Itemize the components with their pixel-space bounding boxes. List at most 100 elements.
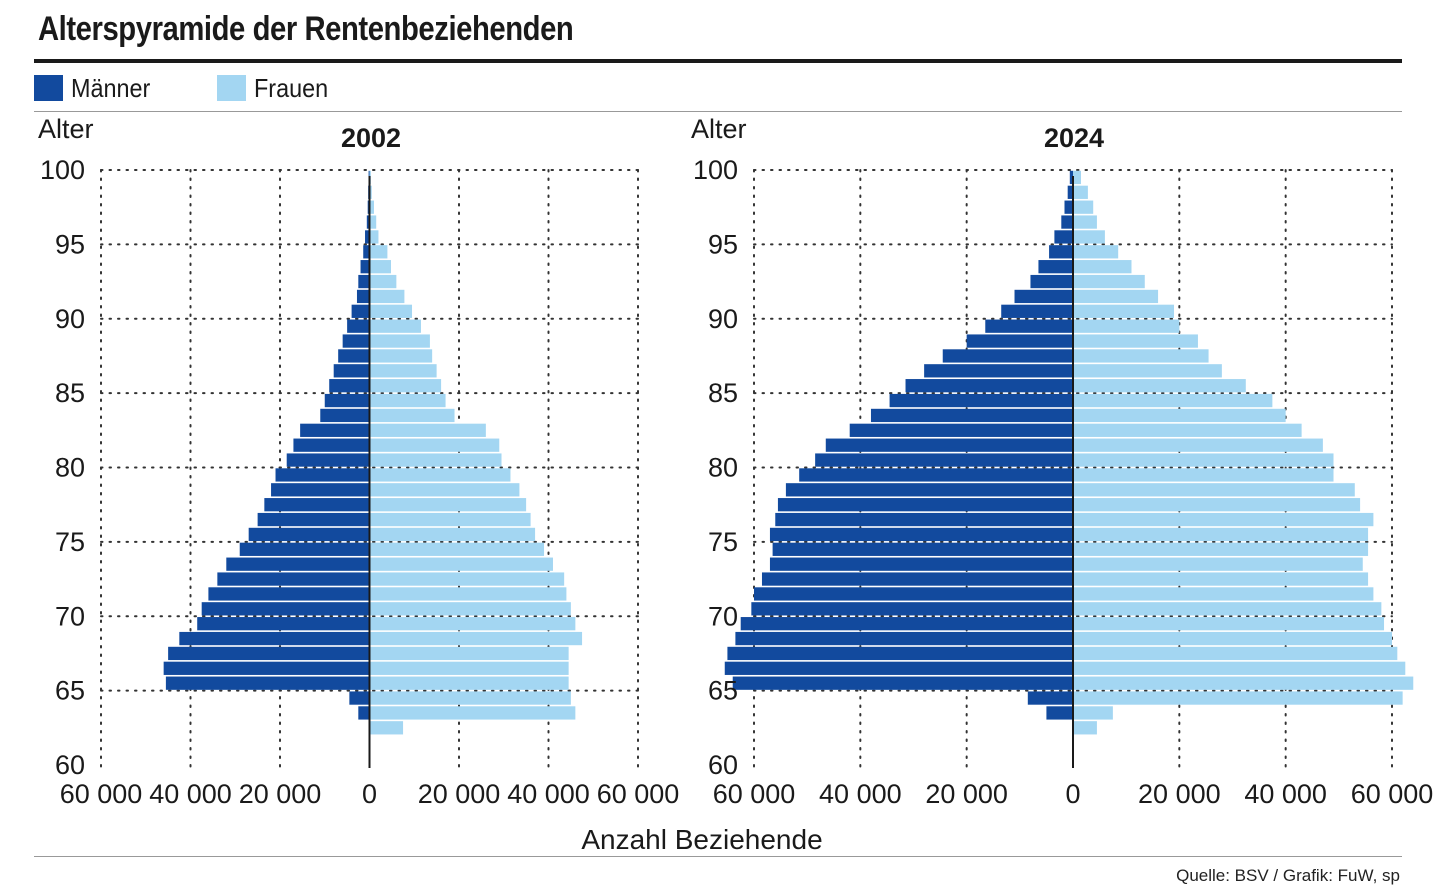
bar-frauen-2024-64 bbox=[1073, 691, 1403, 705]
bar-frauen-2002-63 bbox=[369, 706, 576, 720]
bar-maenner-2024-77 bbox=[777, 498, 1073, 512]
bar-maenner-2024-70 bbox=[751, 602, 1073, 616]
bar-frauen-2002-86 bbox=[369, 364, 437, 378]
x-tick-label-5: 40 000 bbox=[507, 779, 590, 809]
bar-maenner-2002-65 bbox=[165, 676, 370, 690]
legend-label-maenner: Männer bbox=[71, 72, 151, 103]
bar-frauen-2002-64 bbox=[369, 691, 571, 705]
bar-maenner-2024-91 bbox=[1014, 289, 1073, 304]
bar-maenner-2002-78 bbox=[271, 483, 370, 497]
bar-frauen-2002-71 bbox=[369, 587, 567, 601]
bar-frauen-2024-70 bbox=[1073, 602, 1382, 616]
bar-frauen-2024-94 bbox=[1073, 245, 1119, 259]
bar-frauen-2024-97 bbox=[1073, 200, 1094, 214]
bar-frauen-2002-65 bbox=[369, 676, 569, 690]
x-tick-label-2: 20 000 bbox=[925, 779, 1008, 809]
bar-maenner-2024-87 bbox=[942, 349, 1073, 363]
footer-rule bbox=[34, 856, 1402, 857]
bar-frauen-2024-77 bbox=[1073, 498, 1361, 512]
x-tick-label-4: 20 000 bbox=[1138, 779, 1221, 809]
bar-maenner-2024-71 bbox=[754, 587, 1073, 601]
bar-frauen-2024-85 bbox=[1073, 379, 1246, 393]
y-tick-label-65: 65 bbox=[708, 676, 738, 706]
bar-frauen-2002-98 bbox=[369, 185, 372, 199]
bar-frauen-2002-94 bbox=[369, 245, 388, 259]
bar-frauen-2002-82 bbox=[369, 423, 486, 437]
bar-frauen-2024-92 bbox=[1073, 274, 1145, 289]
bar-frauen-2024-67 bbox=[1073, 646, 1398, 661]
x-tick-label-1: 40 000 bbox=[819, 779, 902, 809]
bar-maenner-2024-67 bbox=[727, 646, 1073, 661]
bar-maenner-2002-71 bbox=[208, 587, 370, 601]
x-tick-label-0: 60 000 bbox=[60, 779, 143, 809]
bar-maenner-2024-81 bbox=[825, 438, 1073, 452]
y-tick-label-90: 90 bbox=[55, 304, 85, 334]
bar-maenner-2002-83 bbox=[320, 408, 370, 423]
bar-maenner-2024-86 bbox=[924, 364, 1073, 378]
bar-maenner-2002-75 bbox=[248, 527, 370, 542]
bar-maenner-2024-64 bbox=[1027, 691, 1073, 705]
bar-maenner-2002-67 bbox=[168, 646, 370, 661]
x-tick-label-6: 60 000 bbox=[1351, 779, 1434, 809]
y-tick-label-95: 95 bbox=[708, 229, 738, 259]
bar-frauen-2024-89 bbox=[1073, 319, 1180, 333]
bar-maenner-2024-74 bbox=[772, 542, 1073, 556]
bar-frauen-2002-93 bbox=[369, 260, 391, 274]
bar-maenner-2002-82 bbox=[300, 423, 370, 437]
bar-frauen-2024-98 bbox=[1073, 185, 1088, 199]
bar-maenner-2024-90 bbox=[1001, 304, 1073, 318]
bar-maenner-2002-84 bbox=[324, 393, 370, 408]
bar-maenner-2024-79 bbox=[799, 468, 1073, 482]
y-tick-label-100: 100 bbox=[40, 155, 85, 185]
figure-title: Alterspyramide der Rentenbeziehenden bbox=[38, 10, 574, 48]
bar-maenner-2024-78 bbox=[785, 483, 1073, 497]
legend: Männer Frauen bbox=[34, 73, 395, 103]
bar-frauen-2002-70 bbox=[369, 602, 571, 616]
bar-frauen-2002-66 bbox=[369, 661, 569, 675]
bar-maenner-2024-75 bbox=[769, 527, 1073, 542]
y-tick-label-80: 80 bbox=[55, 453, 85, 483]
bar-frauen-2002-73 bbox=[369, 557, 553, 571]
y-tick-label-70: 70 bbox=[55, 601, 85, 631]
bar-maenner-2024-69 bbox=[740, 617, 1073, 631]
bar-frauen-2024-63 bbox=[1073, 706, 1113, 720]
bar-frauen-2024-83 bbox=[1073, 408, 1286, 423]
bar-frauen-2002-88 bbox=[369, 334, 430, 348]
bar-maenner-2024-99 bbox=[1069, 170, 1073, 185]
bar-frauen-2024-84 bbox=[1073, 393, 1273, 408]
bar-maenner-2024-80 bbox=[815, 453, 1073, 467]
bar-maenner-2024-97 bbox=[1064, 200, 1073, 214]
bar-frauen-2024-74 bbox=[1073, 542, 1369, 556]
bar-frauen-2024-72 bbox=[1073, 572, 1369, 586]
bar-maenner-2002-79 bbox=[275, 468, 370, 482]
bar-maenner-2024-95 bbox=[1054, 230, 1073, 244]
y-tick-label-85: 85 bbox=[708, 378, 738, 408]
bar-maenner-2002-85 bbox=[329, 379, 370, 393]
x-tick-label-3: 0 bbox=[1065, 779, 1080, 809]
bar-frauen-2002-76 bbox=[369, 512, 531, 527]
bar-maenner-2002-73 bbox=[226, 557, 370, 571]
bar-maenner-2002-93 bbox=[360, 260, 370, 274]
bar-maenner-2002-87 bbox=[338, 349, 370, 363]
x-tick-label-0: 60 000 bbox=[713, 779, 796, 809]
bar-frauen-2002-74 bbox=[369, 542, 545, 556]
bar-maenner-2002-74 bbox=[239, 542, 370, 556]
bar-maenner-2024-68 bbox=[735, 631, 1073, 646]
x-tick-label-2: 20 000 bbox=[239, 779, 322, 809]
panel-title-2024: 2024 bbox=[1044, 123, 1104, 153]
bar-maenner-2002-96 bbox=[366, 215, 370, 229]
y-tick-label-80: 80 bbox=[708, 453, 738, 483]
bar-maenner-2002-81 bbox=[293, 438, 370, 452]
bar-maenner-2024-73 bbox=[769, 557, 1073, 571]
bar-frauen-2002-77 bbox=[369, 498, 527, 512]
bar-maenner-2002-95 bbox=[365, 230, 370, 244]
bar-frauen-2024-69 bbox=[1073, 617, 1385, 631]
bar-frauen-2002-79 bbox=[369, 468, 511, 482]
x-tick-label-5: 40 000 bbox=[1244, 779, 1327, 809]
bar-frauen-2024-86 bbox=[1073, 364, 1222, 378]
bar-frauen-2002-87 bbox=[369, 349, 433, 363]
legend-swatch-maenner bbox=[34, 75, 63, 101]
